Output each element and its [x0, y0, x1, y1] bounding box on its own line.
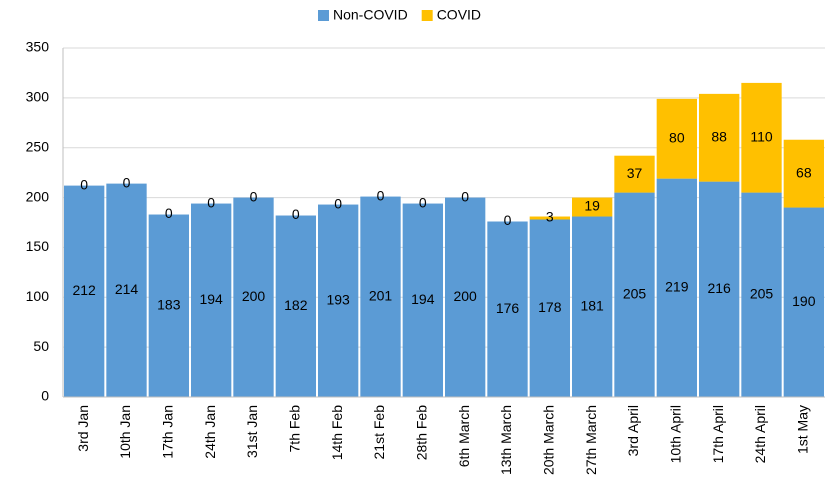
- data-label: 183: [157, 296, 181, 312]
- bar-segment: [741, 192, 782, 397]
- x-tick-label: 10th April: [668, 405, 684, 463]
- bar-segment: [275, 215, 316, 397]
- data-label: 193: [326, 291, 350, 307]
- bar-segment: [360, 196, 401, 397]
- legend-label: COVID: [437, 7, 481, 23]
- data-label: 181: [580, 297, 604, 313]
- bar-segment: [656, 178, 697, 397]
- data-label: 0: [504, 212, 512, 228]
- data-label: 190: [792, 293, 816, 309]
- data-label: 0: [165, 205, 173, 221]
- data-label: 0: [292, 206, 300, 222]
- data-label: 178: [538, 299, 562, 315]
- x-tick-label: 17th Jan: [160, 405, 176, 459]
- data-label: 0: [377, 187, 385, 203]
- x-tick-label: 3rd April: [625, 405, 641, 456]
- x-tick-label: 17th April: [710, 405, 726, 463]
- bar-segment: [402, 203, 443, 397]
- bar-segment: [572, 197, 613, 217]
- data-label: 88: [711, 128, 727, 144]
- x-tick-label: 10th Jan: [117, 405, 133, 459]
- x-tick-label: 20th March: [541, 405, 557, 475]
- y-tick-label: 250: [26, 138, 50, 154]
- data-label: 0: [80, 176, 88, 192]
- x-tick-label: 28th Feb: [414, 405, 430, 460]
- bar-segment: [445, 197, 486, 397]
- bar-segment: [783, 139, 824, 208]
- x-tick-label: 13th March: [498, 405, 514, 475]
- data-label: 37: [627, 165, 643, 181]
- data-label: 194: [199, 291, 223, 307]
- data-label: 110: [750, 128, 773, 144]
- data-label: 205: [623, 285, 647, 301]
- bar-segment: [572, 216, 613, 397]
- data-label: 219: [665, 279, 689, 295]
- data-label: 200: [453, 288, 477, 304]
- bar-segment: [783, 207, 824, 397]
- bar-segment: [233, 197, 274, 397]
- x-tick-label: 3rd Jan: [75, 405, 91, 452]
- data-label: 68: [796, 164, 812, 180]
- x-tick-label: 14th Feb: [329, 405, 345, 460]
- data-label: 214: [115, 281, 139, 297]
- y-tick-label: 200: [26, 188, 50, 204]
- x-tick-label: 27th March: [583, 405, 599, 475]
- x-tick-label: 1st May: [795, 405, 811, 454]
- bar-segment: [191, 203, 232, 397]
- data-label: 200: [242, 288, 266, 304]
- x-tick-label: 24th April: [752, 405, 768, 463]
- bar-segment: [699, 181, 740, 397]
- legend-label: Non-COVID: [333, 7, 408, 23]
- bar-segment: [529, 216, 570, 220]
- data-label: 205: [750, 285, 774, 301]
- data-label: 216: [707, 280, 731, 296]
- data-label: 201: [369, 287, 393, 303]
- x-tick-label: 31st Jan: [244, 405, 260, 458]
- y-tick-label: 100: [26, 288, 50, 304]
- bar-segment: [699, 93, 740, 182]
- data-label: 19: [584, 198, 600, 214]
- x-tick-label: 21st Feb: [371, 405, 387, 460]
- data-label: 0: [334, 195, 342, 211]
- y-tick-label: 0: [41, 388, 49, 404]
- x-tick-label: 7th Feb: [287, 405, 303, 453]
- data-label: 176: [496, 300, 520, 316]
- data-label: 80: [669, 129, 685, 145]
- x-tick-label: 6th March: [456, 405, 472, 467]
- bar-segment: [614, 155, 655, 193]
- legend-swatch: [421, 10, 433, 21]
- data-label: 0: [461, 188, 469, 204]
- y-tick-label: 300: [26, 89, 50, 105]
- data-label: 3: [546, 209, 554, 225]
- y-tick-label: 350: [26, 39, 50, 55]
- bar-segment: [741, 82, 782, 193]
- y-tick-label: 50: [33, 338, 49, 354]
- bar-segment: [64, 185, 105, 397]
- bar-segment: [487, 221, 528, 397]
- data-label: 0: [419, 194, 427, 210]
- legend-swatch: [318, 10, 329, 21]
- data-label: 182: [284, 297, 308, 313]
- data-label: 0: [207, 194, 215, 210]
- data-label: 194: [411, 291, 435, 307]
- bar-segment: [529, 219, 570, 397]
- bar-segment: [656, 98, 697, 179]
- data-label: 0: [250, 188, 258, 204]
- data-label: 0: [123, 174, 131, 190]
- bar-segment: [318, 204, 359, 397]
- x-tick-label: 24th Jan: [202, 405, 218, 459]
- bar-segment: [148, 214, 189, 397]
- data-label: 212: [72, 282, 96, 298]
- y-tick-label: 150: [26, 238, 50, 254]
- bar-segment: [614, 192, 655, 397]
- bar-segment: [106, 183, 147, 397]
